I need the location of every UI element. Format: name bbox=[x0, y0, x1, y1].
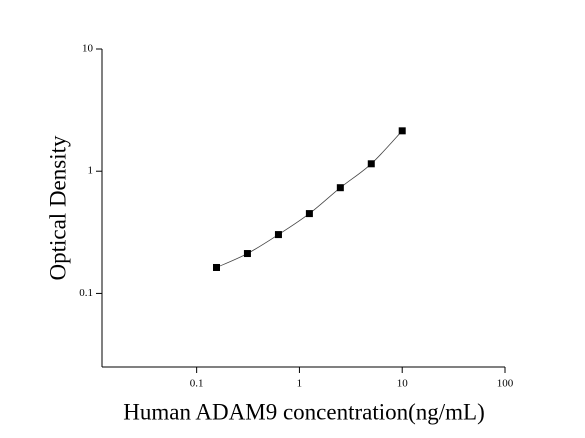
data-point bbox=[274, 231, 282, 239]
y-tick-label: 0.1 bbox=[79, 287, 93, 299]
x-tick-label: 0.1 bbox=[190, 378, 204, 390]
x-axis-title: Human ADAM9 concentration(ng/mL) bbox=[123, 399, 485, 424]
data-point bbox=[305, 210, 313, 218]
x-tick-label: 100 bbox=[497, 378, 514, 390]
data-point bbox=[367, 160, 375, 168]
data-point bbox=[243, 250, 251, 258]
fit-curve bbox=[216, 130, 403, 268]
y-tick-label: 1 bbox=[88, 165, 94, 177]
data-point bbox=[212, 263, 220, 271]
y-tick-label: 10 bbox=[82, 43, 94, 55]
x-tick-label: 10 bbox=[397, 378, 409, 390]
y-axis-title: Optical Density bbox=[45, 135, 70, 280]
data-point bbox=[336, 184, 344, 192]
data-point bbox=[398, 127, 406, 135]
x-tick-label: 1 bbox=[297, 378, 303, 390]
